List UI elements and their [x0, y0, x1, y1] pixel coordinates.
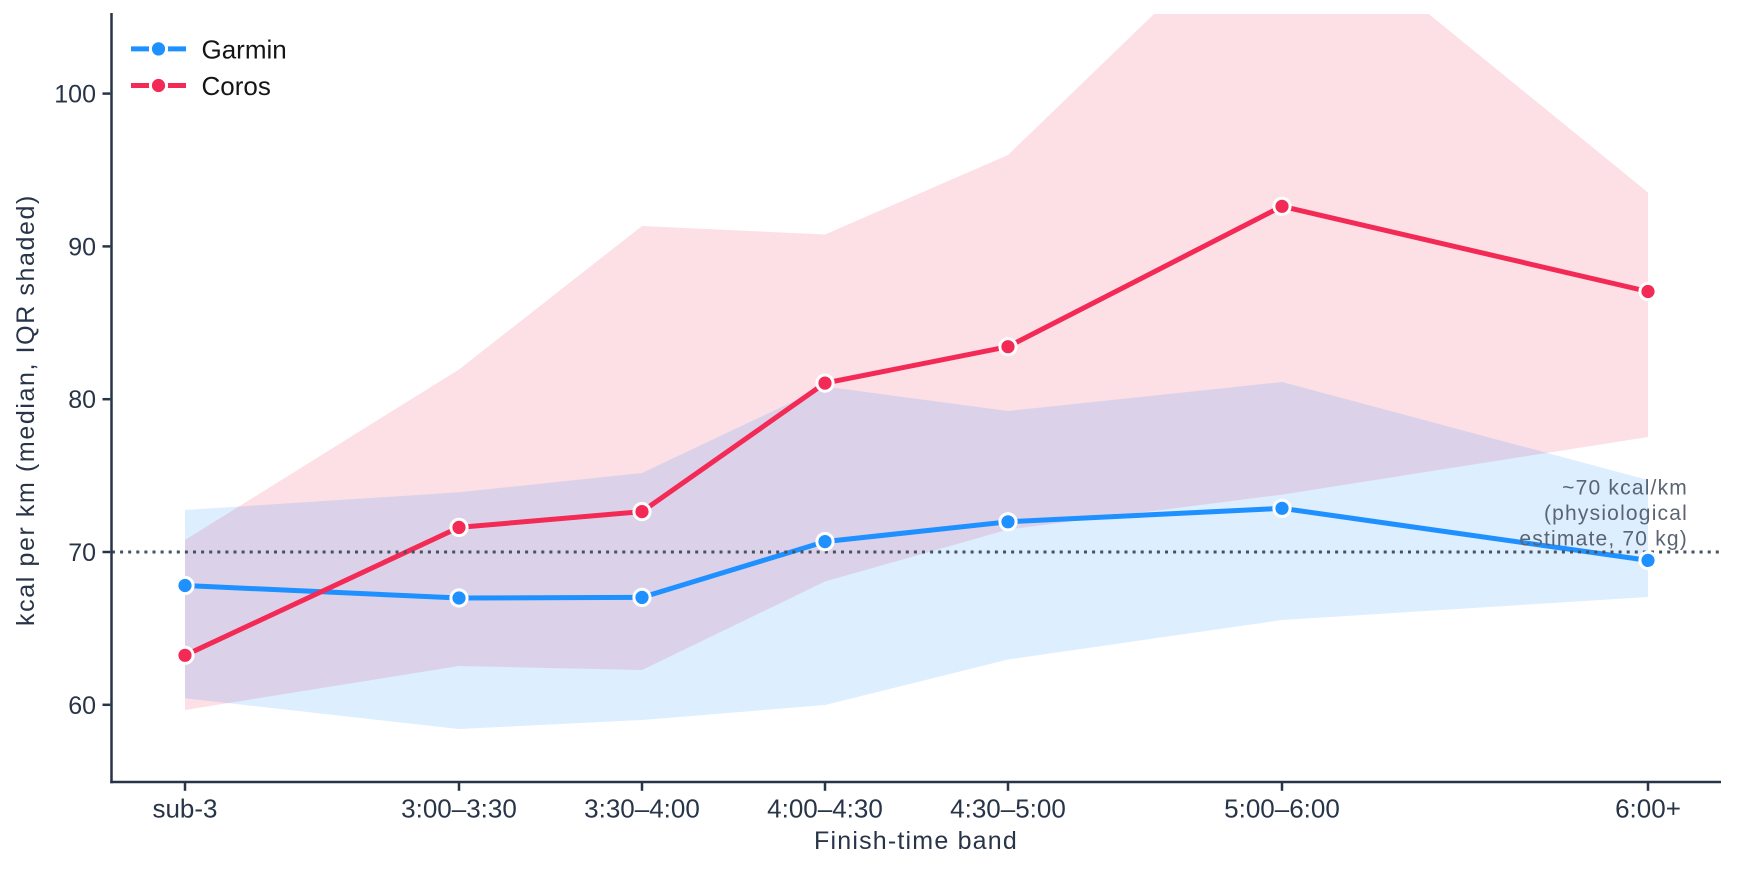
svg-text:80: 80: [68, 386, 96, 414]
svg-text:90: 90: [68, 233, 96, 261]
svg-text:sub-3: sub-3: [152, 794, 217, 824]
svg-text:Coros: Coros: [202, 71, 271, 101]
svg-text:6:00+: 6:00+: [1615, 794, 1681, 824]
svg-text:(physiological: (physiological: [1544, 502, 1688, 525]
svg-text:3:30–4:00: 3:30–4:00: [584, 794, 700, 824]
svg-text:Garmin: Garmin: [202, 34, 287, 64]
svg-text:Finish-time band: Finish-time band: [814, 827, 1018, 855]
svg-text:estimate, 70 kg): estimate, 70 kg): [1519, 528, 1688, 551]
svg-text:~70 kcal/km: ~70 kcal/km: [1562, 477, 1688, 500]
svg-text:5:00–6:00: 5:00–6:00: [1224, 794, 1340, 824]
svg-text:4:30–5:00: 4:30–5:00: [950, 794, 1066, 824]
svg-text:kcal per km (median, IQR shade: kcal per km (median, IQR shaded): [12, 194, 40, 626]
svg-text:100: 100: [54, 81, 96, 109]
svg-text:70: 70: [68, 539, 96, 567]
svg-text:60: 60: [68, 692, 96, 720]
svg-text:3:00–3:30: 3:00–3:30: [401, 794, 517, 824]
svg-text:4:00–4:30: 4:00–4:30: [767, 794, 883, 824]
